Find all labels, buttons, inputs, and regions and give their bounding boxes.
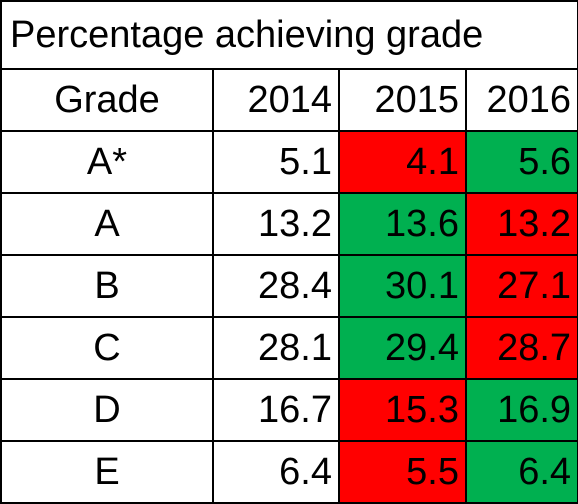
value-cell: 5.1	[212, 130, 340, 194]
header-grade: Grade	[0, 68, 214, 132]
value-cell: 13.6	[338, 192, 467, 256]
table-row: A 13.2 13.6 13.2	[0, 192, 578, 256]
value-cell: 13.2	[464, 192, 578, 256]
header-year-2014: 2014	[212, 68, 340, 132]
value-cell: 16.7	[212, 378, 340, 442]
table-title: Percentage achieving grade	[0, 0, 578, 70]
grade-label: D	[0, 378, 214, 442]
value-cell: 28.1	[212, 316, 340, 380]
value-cell: 27.1	[464, 254, 578, 318]
grade-label: A*	[0, 130, 214, 194]
value-cell: 28.4	[212, 254, 340, 318]
value-cell: 5.6	[464, 130, 578, 194]
header-year-2016: 2016	[464, 68, 578, 132]
value-cell: 28.7	[464, 316, 578, 380]
value-cell: 6.4	[212, 440, 340, 504]
value-cell: 6.4	[464, 440, 578, 504]
table-row: E 6.4 5.5 6.4	[0, 440, 578, 504]
table-row: C 28.1 29.4 28.7	[0, 316, 578, 380]
value-cell: 16.9	[464, 378, 578, 442]
header-row: Grade 2014 2015 2016	[0, 68, 578, 132]
table-row: B 28.4 30.1 27.1	[0, 254, 578, 318]
header-year-2015: 2015	[338, 68, 467, 132]
value-cell: 30.1	[338, 254, 467, 318]
table-row: D 16.7 15.3 16.9	[0, 378, 578, 442]
value-cell: 4.1	[338, 130, 467, 194]
table-row: A* 5.1 4.1 5.6	[0, 130, 578, 194]
value-cell: 13.2	[212, 192, 340, 256]
grade-label: E	[0, 440, 214, 504]
grade-label: B	[0, 254, 214, 318]
value-cell: 5.5	[338, 440, 467, 504]
grade-label: C	[0, 316, 214, 380]
value-cell: 29.4	[338, 316, 467, 380]
title-row: Percentage achieving grade	[0, 0, 578, 70]
grade-label: A	[0, 192, 214, 256]
value-cell: 15.3	[338, 378, 467, 442]
